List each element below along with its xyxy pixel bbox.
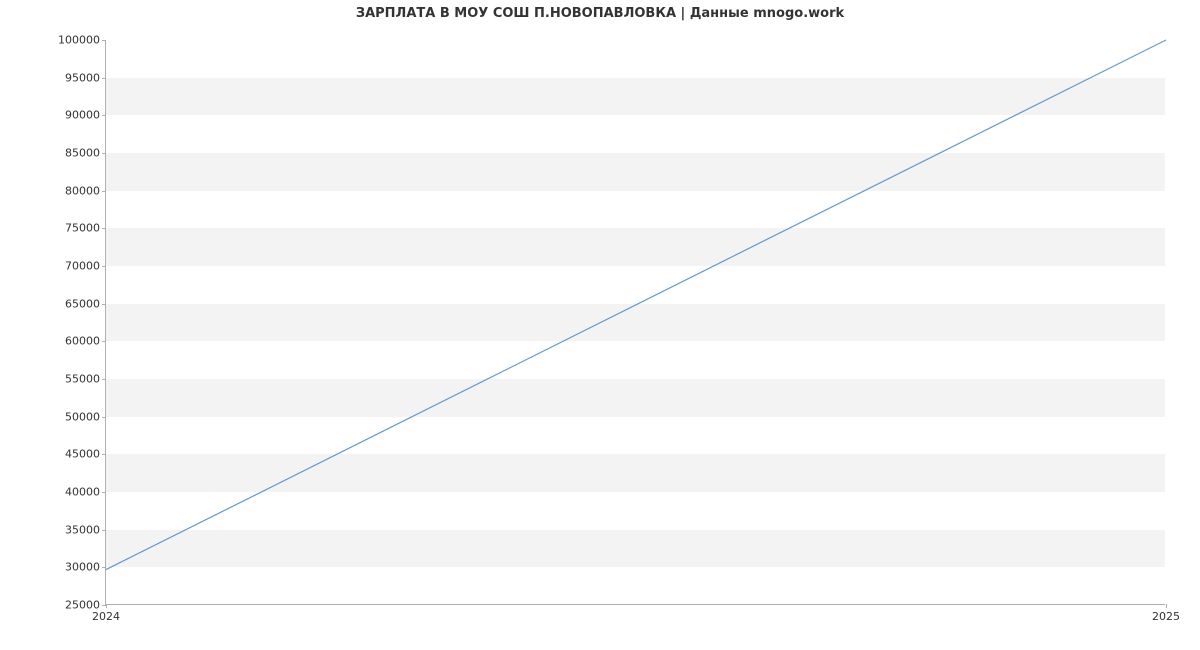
chart-title: ЗАРПЛАТА В МОУ СОШ П.НОВОПАВЛОВКА | Данн… (0, 6, 1200, 21)
y-tick-label: 90000 (65, 109, 106, 122)
y-tick-label: 100000 (58, 34, 106, 47)
y-tick-label: 75000 (65, 222, 106, 235)
y-tick-label: 95000 (65, 71, 106, 84)
y-tick-label: 45000 (65, 448, 106, 461)
y-tick-label: 35000 (65, 523, 106, 536)
x-tick-mark (1166, 604, 1167, 608)
y-tick-label: 80000 (65, 184, 106, 197)
salary-chart: ЗАРПЛАТА В МОУ СОШ П.НОВОПАВЛОВКА | Данн… (0, 0, 1200, 650)
y-tick-label: 50000 (65, 410, 106, 423)
y-tick-label: 60000 (65, 335, 106, 348)
y-tick-label: 70000 (65, 260, 106, 273)
y-tick-label: 40000 (65, 486, 106, 499)
y-tick-label: 85000 (65, 147, 106, 160)
line-series (106, 40, 1166, 605)
y-tick-label: 65000 (65, 297, 106, 310)
plot-area: 2500030000350004000045000500005500060000… (105, 40, 1165, 605)
series-salary (106, 40, 1166, 570)
y-tick-label: 30000 (65, 561, 106, 574)
y-tick-label: 55000 (65, 373, 106, 386)
